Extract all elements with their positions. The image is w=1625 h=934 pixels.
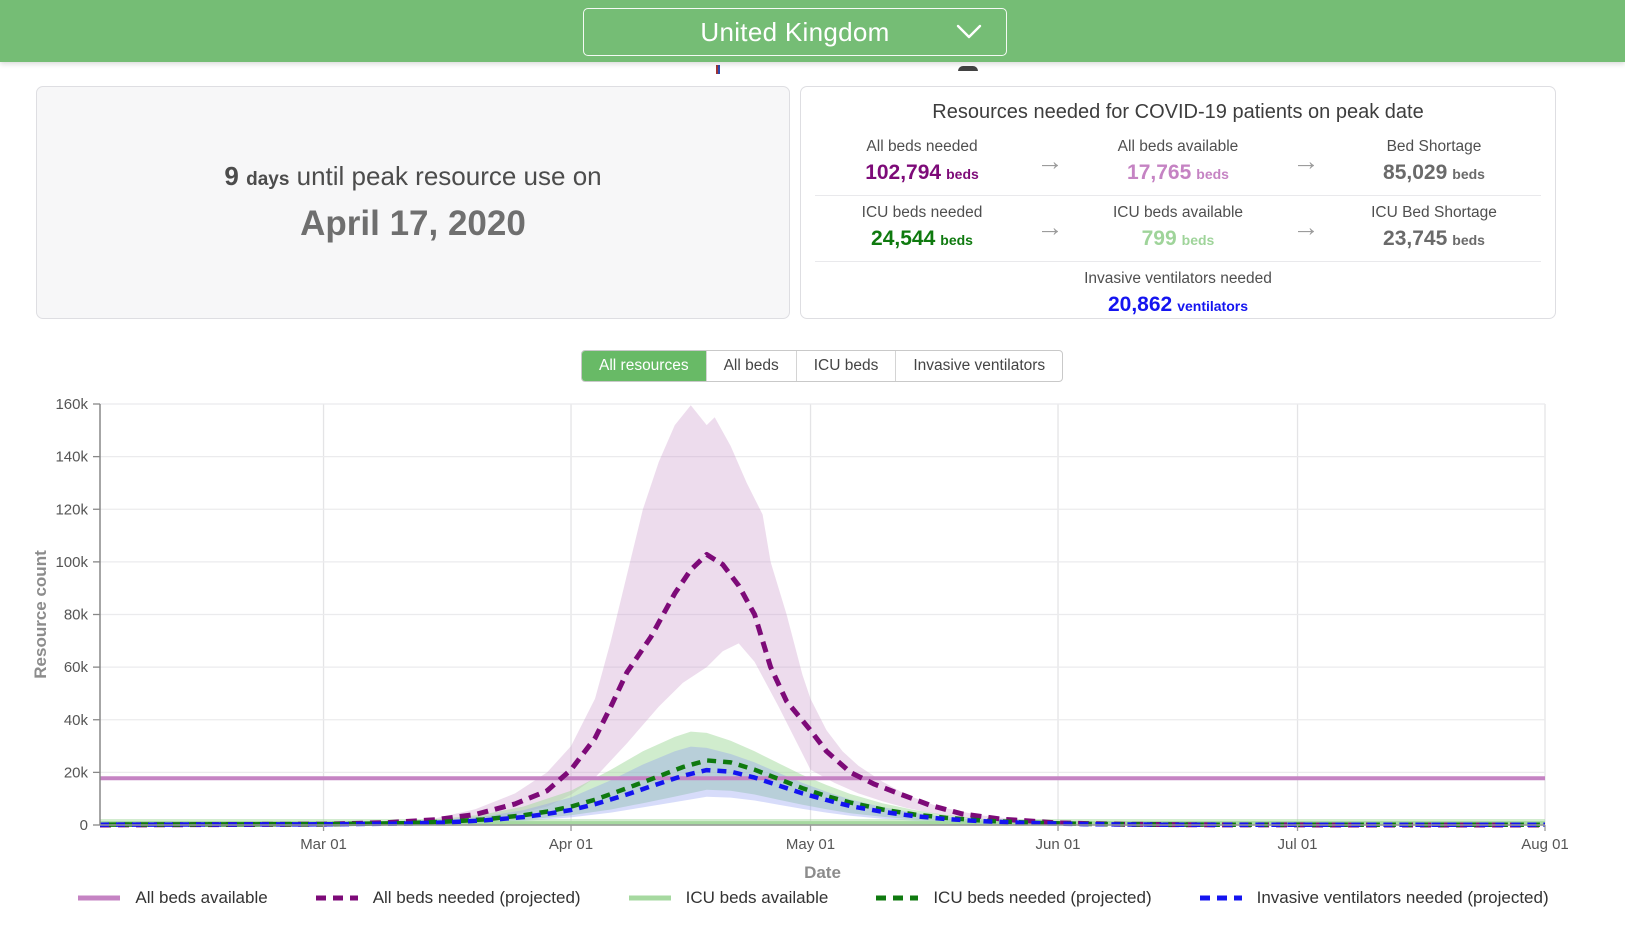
clipped-content-fragment — [716, 65, 718, 74]
stat-value-line: 85,029 beds — [1383, 161, 1485, 184]
svg-text:40k: 40k — [64, 712, 89, 729]
legend-item-icu-beds-available[interactable]: ICU beds available — [627, 888, 829, 908]
stat-icu-beds-needed: ICU beds needed 24,544 beds — [821, 204, 1023, 251]
arrow-right-icon: → — [1036, 146, 1064, 176]
svg-text:Jun 01: Jun 01 — [1035, 836, 1080, 853]
arrow-right-icon: → — [1036, 212, 1064, 242]
stat-label: Invasive ventilators needed — [1084, 270, 1272, 287]
legend-label: ICU beds needed (projected) — [933, 888, 1152, 907]
legend-item-invasive-ventilators-needed-projected[interactable]: Invasive ventilators needed (projected) — [1198, 888, 1549, 908]
resources-rows: All beds needed 102,794 beds → All beds avai… — [815, 130, 1541, 327]
legend-label: Invasive ventilators needed (projected) — [1256, 888, 1549, 907]
legend-label: All beds available — [135, 888, 268, 907]
stat-invasive-ventilators-needed: Invasive ventilators needed 20,862 ventila… — [821, 270, 1535, 317]
legend-label: All beds needed (projected) — [372, 888, 581, 907]
svg-text:120k: 120k — [55, 501, 88, 518]
chart-legend: All beds available All beds needed (proje… — [0, 888, 1625, 908]
peak-date-panel: 9 days until peak resource use on April … — [36, 86, 790, 319]
svg-text:Resource count: Resource count — [31, 550, 50, 679]
stat-bed-shortage: Bed Shortage 85,029 beds — [1333, 138, 1535, 185]
svg-text:May 01: May 01 — [786, 836, 835, 853]
svg-text:140k: 140k — [55, 449, 88, 466]
arrow-right-icon: → — [1292, 212, 1320, 242]
resources-panel: Resources needed for COVID-19 patients o… — [800, 86, 1556, 319]
country-selector-label: United Kingdom — [700, 16, 890, 47]
svg-text:Mar 01: Mar 01 — [300, 836, 347, 853]
svg-text:80k: 80k — [64, 607, 89, 624]
legend-swatch — [628, 895, 671, 901]
clipped-content-fragment — [958, 66, 978, 71]
stat-value-line: 24,544 beds — [871, 227, 973, 250]
stat-value-line: 20,862 ventilators — [1107, 293, 1249, 316]
stat-value-line: 799 beds — [1141, 227, 1215, 250]
svg-text:Aug 01: Aug 01 — [1521, 836, 1569, 853]
clipped-content-fragment — [718, 65, 720, 74]
stat-label: All beds needed — [866, 138, 978, 155]
legend-swatch — [876, 895, 919, 901]
tab-all-resources[interactable]: All resources — [582, 351, 706, 381]
chevron-down-icon — [956, 24, 982, 39]
stat-label: ICU beds needed — [861, 204, 983, 221]
legend-item-all-beds-needed-projected[interactable]: All beds needed (projected) — [314, 888, 581, 908]
resource-tabs: All resources All beds ICU beds Invasive ve… — [581, 350, 1064, 382]
resources-row: Invasive ventilators needed 20,862 ventila… — [815, 261, 1541, 327]
stat-icu-bed-shortage: ICU Bed Shortage 23,745 beds — [1333, 204, 1535, 251]
peak-until-text: until peak resource use on — [296, 161, 602, 191]
header-bar: United Kingdom — [0, 0, 1625, 62]
stat-all-beds-available: All beds available 17,765 beds — [1077, 138, 1279, 185]
tab-invasive-ventilators[interactable]: Invasive ventilators — [895, 351, 1062, 381]
svg-text:0: 0 — [80, 817, 88, 834]
svg-text:Date: Date — [804, 863, 841, 882]
resource-use-chart[interactable]: 0 20k 40k 60k 80k 100k 120k 140k 160k Mar 01 Apr 0… — [0, 374, 1605, 886]
svg-text:100k: 100k — [55, 554, 88, 571]
svg-text:60k: 60k — [64, 659, 89, 676]
stat-label: Bed Shortage — [1386, 138, 1482, 155]
resources-row: ICU beds needed 24,544 beds → ICU beds avail… — [815, 195, 1541, 261]
svg-text:Jul 01: Jul 01 — [1277, 836, 1317, 853]
stat-label: All beds available — [1117, 138, 1239, 155]
legend-swatch — [315, 895, 358, 901]
resources-panel-title: Resources needed for COVID-19 patients o… — [932, 101, 1424, 123]
legend-swatch — [78, 895, 121, 901]
stat-label: ICU Bed Shortage — [1371, 204, 1497, 221]
tab-icu-beds[interactable]: ICU beds — [795, 351, 896, 381]
peak-days-unit: days — [246, 169, 290, 190]
legend-item-icu-beds-needed-projected[interactable]: ICU beds needed (projected) — [874, 888, 1152, 908]
peak-date: April 17, 2020 — [300, 204, 526, 243]
stat-value-line: 102,794 beds — [865, 161, 979, 184]
stat-icu-beds-available: ICU beds available 799 beds — [1077, 204, 1279, 251]
legend-swatch — [1199, 895, 1242, 901]
arrow-right-icon: → — [1292, 146, 1320, 176]
svg-text:160k: 160k — [55, 396, 88, 413]
legend-item-all-beds-available[interactable]: All beds available — [76, 888, 268, 908]
stat-value-line: 17,765 beds — [1127, 161, 1229, 184]
stat-value-line: 23,745 beds — [1383, 227, 1485, 250]
svg-text:Apr 01: Apr 01 — [549, 836, 593, 853]
country-selector-dropdown[interactable]: United Kingdom — [583, 8, 1007, 56]
legend-label: ICU beds available — [685, 888, 829, 907]
svg-text:20k: 20k — [64, 764, 89, 781]
stat-all-beds-needed: All beds needed 102,794 beds — [821, 138, 1023, 185]
stat-label: ICU beds available — [1112, 204, 1244, 221]
resources-row: All beds needed 102,794 beds → All beds avai… — [815, 130, 1541, 195]
tab-all-beds[interactable]: All beds — [705, 351, 796, 381]
peak-days-value: 9 — [224, 161, 239, 191]
peak-countdown-text: 9 days until peak resource use on — [224, 161, 601, 192]
